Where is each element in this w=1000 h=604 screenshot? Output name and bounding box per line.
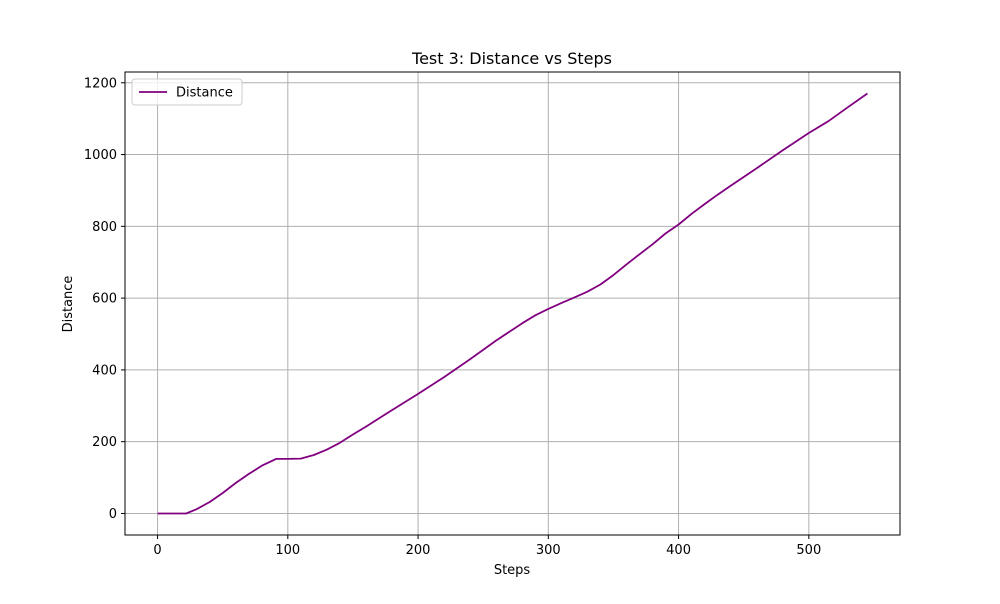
x-tick-label: 300 — [536, 543, 561, 558]
x-tick-label: 200 — [406, 543, 431, 558]
chart-title: Test 3: Distance vs Steps — [411, 49, 612, 68]
plot-frame — [124, 71, 901, 536]
legend: Distance — [131, 78, 243, 106]
legend-box — [131, 78, 243, 106]
y-tick-label: 1000 — [84, 148, 117, 163]
y-tick-label: 0 — [109, 507, 117, 522]
y-tick-label: 600 — [92, 292, 117, 307]
y-axis-label: Distance — [61, 276, 76, 333]
x-tick-label: 500 — [796, 543, 821, 558]
legend-label: Distance — [176, 86, 233, 101]
y-axis-ticks: 0 200 400 600 800 1000 1200 — [84, 76, 125, 522]
distance-series-line — [157, 92, 868, 515]
x-tick-label: 400 — [666, 543, 691, 558]
grid-lines — [125, 72, 900, 535]
y-tick-label: 400 — [92, 363, 117, 378]
x-tick-label: 0 — [153, 543, 161, 558]
x-axis-label: Steps — [494, 563, 531, 578]
y-tick-label: 1200 — [84, 76, 117, 91]
x-tick-label: 100 — [275, 543, 300, 558]
x-axis-ticks: 0 100 200 300 400 500 — [153, 535, 821, 558]
series-group — [157, 92, 868, 515]
y-tick-label: 200 — [92, 435, 117, 450]
y-tick-label: 800 — [92, 220, 117, 235]
